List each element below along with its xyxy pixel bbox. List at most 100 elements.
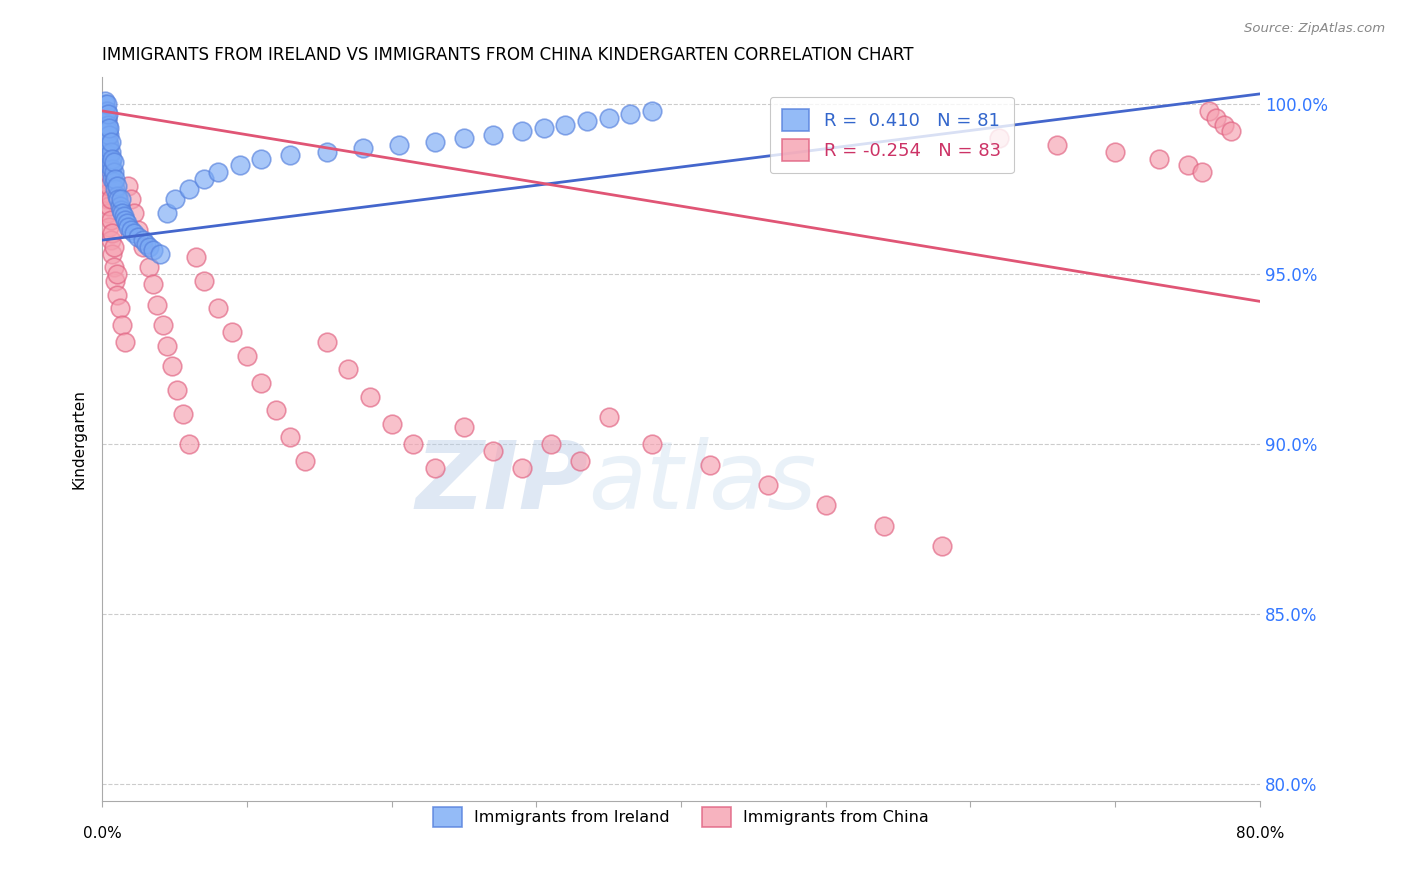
- Point: [93, 114, 115, 128]
- Point: [98, 137, 121, 152]
- Point: [97, 186, 120, 200]
- Point: [1219, 124, 1241, 138]
- Point: [127, 223, 149, 237]
- Point: [100, 155, 122, 169]
- Point: [641, 437, 664, 451]
- Point: [96, 128, 118, 142]
- Point: [104, 274, 127, 288]
- Point: [132, 240, 155, 254]
- Point: [111, 318, 134, 333]
- Point: [453, 420, 475, 434]
- Point: [278, 148, 301, 162]
- Point: [96, 131, 118, 145]
- Point: [96, 111, 118, 125]
- Point: [423, 135, 446, 149]
- Point: [94, 97, 117, 112]
- Point: [250, 152, 273, 166]
- Point: [142, 244, 165, 258]
- Point: [359, 390, 381, 404]
- Point: [96, 145, 118, 159]
- Point: [100, 233, 122, 247]
- Point: [177, 437, 200, 451]
- Point: [94, 111, 117, 125]
- Point: [207, 165, 229, 179]
- Point: [1147, 152, 1170, 166]
- Point: [112, 210, 135, 224]
- Point: [619, 107, 641, 121]
- Point: [93, 124, 115, 138]
- Point: [156, 206, 179, 220]
- Point: [97, 118, 120, 132]
- Point: [100, 135, 122, 149]
- Point: [453, 131, 475, 145]
- Point: [160, 359, 183, 373]
- Point: [98, 148, 121, 162]
- Point: [94, 120, 117, 135]
- Point: [221, 325, 243, 339]
- Text: 80.0%: 80.0%: [1236, 826, 1284, 841]
- Point: [96, 103, 118, 118]
- Point: [156, 338, 179, 352]
- Point: [402, 437, 425, 451]
- Point: [152, 318, 174, 333]
- Point: [97, 135, 120, 149]
- Point: [250, 376, 273, 390]
- Point: [94, 137, 117, 152]
- Point: [96, 137, 118, 152]
- Point: [96, 172, 118, 186]
- Point: [100, 165, 122, 179]
- Point: [108, 199, 131, 213]
- Point: [103, 155, 125, 169]
- Point: [94, 103, 117, 118]
- Point: [97, 124, 120, 138]
- Point: [186, 250, 208, 264]
- Point: [756, 478, 779, 492]
- Point: [988, 131, 1011, 145]
- Point: [1212, 118, 1234, 132]
- Text: IMMIGRANTS FROM IRELAND VS IMMIGRANTS FROM CHINA KINDERGARTEN CORRELATION CHART: IMMIGRANTS FROM IRELAND VS IMMIGRANTS FR…: [103, 46, 914, 64]
- Point: [105, 267, 128, 281]
- Point: [101, 172, 124, 186]
- Point: [98, 199, 121, 213]
- Point: [100, 212, 122, 227]
- Point: [554, 118, 576, 132]
- Point: [163, 192, 186, 206]
- Point: [97, 145, 120, 159]
- Y-axis label: Kindergarten: Kindergarten: [72, 389, 86, 489]
- Point: [872, 518, 894, 533]
- Point: [105, 178, 128, 193]
- Point: [1104, 145, 1126, 159]
- Text: ZIP: ZIP: [416, 436, 589, 529]
- Point: [97, 206, 120, 220]
- Point: [193, 172, 215, 186]
- Point: [105, 189, 128, 203]
- Point: [103, 175, 125, 189]
- Point: [598, 409, 620, 424]
- Point: [103, 240, 125, 254]
- Point: [117, 219, 139, 234]
- Point: [510, 461, 533, 475]
- Point: [110, 202, 132, 217]
- Point: [100, 145, 122, 159]
- Point: [98, 158, 121, 172]
- Point: [236, 349, 259, 363]
- Legend: Immigrants from Ireland, Immigrants from China: Immigrants from Ireland, Immigrants from…: [426, 801, 935, 833]
- Point: [115, 216, 138, 230]
- Point: [97, 107, 120, 121]
- Point: [98, 219, 121, 234]
- Point: [482, 128, 505, 142]
- Point: [103, 260, 125, 275]
- Point: [177, 182, 200, 196]
- Point: [120, 192, 142, 206]
- Point: [93, 148, 115, 162]
- Point: [110, 192, 132, 206]
- Point: [337, 362, 360, 376]
- Point: [108, 301, 131, 315]
- Point: [931, 539, 953, 553]
- Point: [352, 141, 374, 155]
- Point: [568, 454, 591, 468]
- Point: [540, 437, 562, 451]
- Text: 0.0%: 0.0%: [83, 826, 121, 841]
- Point: [96, 120, 118, 135]
- Point: [1177, 158, 1199, 172]
